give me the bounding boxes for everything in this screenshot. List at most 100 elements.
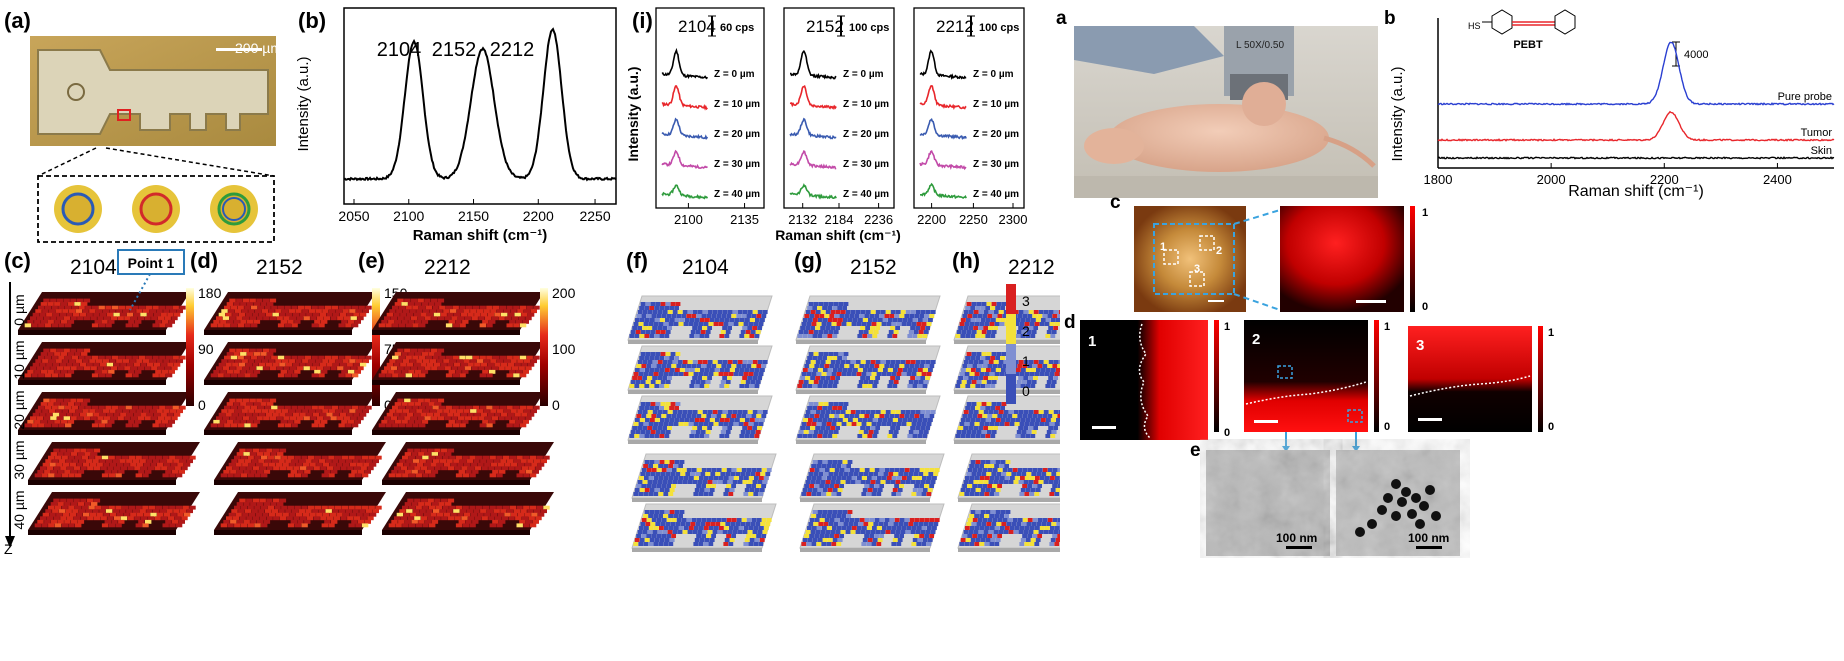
region-2: 2 [1216, 245, 1222, 257]
map-label: (c) [4, 248, 31, 273]
panel-i-depth-label: Z = 0 µm [843, 69, 884, 80]
panel-b-xtick: 2200 [523, 208, 554, 224]
panel-a-scalebar: 200 µm [235, 40, 282, 56]
panel-i-xlabel: Raman shift (cm⁻¹) [775, 227, 901, 243]
z-axis-label: Z [4, 541, 13, 557]
panel-i-scale: 60 cps [720, 22, 754, 34]
right-b-series-label: Skin [1811, 145, 1832, 157]
right-b-series-label: Pure probe [1778, 91, 1832, 103]
panel-i-xtick: 2100 [674, 212, 703, 227]
region-3: 3 [1194, 263, 1200, 275]
panel-i-depth-label: Z = 10 µm [714, 99, 760, 110]
panel-i-title: 2104 [678, 17, 716, 36]
right-panel-a-label: a [1056, 8, 1067, 29]
panel-b-xtick: 2100 [393, 208, 424, 224]
map-cbar-tick: 200 [552, 285, 576, 301]
right-panel-e-label: e [1190, 440, 1201, 461]
right-b-xtick: 2200 [1650, 172, 1679, 187]
class-cbar-tick: 1 [1022, 353, 1030, 369]
class-maps: (f) 2104 (g) 2152 (h) 2212 3 2 1 0 [626, 248, 1060, 552]
panel-b-ylabel: Intensity (a.u.) [295, 56, 312, 151]
point-1-label: Point 1 [128, 255, 175, 271]
map-title: 2104 [70, 256, 117, 279]
d1-cbar-min: 0 [1224, 427, 1230, 439]
panel-i-scale: 100 cps [849, 22, 889, 34]
panel-a-micrograph [30, 36, 276, 146]
right-b-scale: 4000 [1684, 49, 1708, 61]
e-scalebar-2: 100 nm [1408, 531, 1449, 545]
d-inset-2: 2 [1252, 331, 1260, 348]
panel-i-depth-label: Z = 20 µm [843, 129, 889, 140]
class-cbar-tick: 2 [1022, 323, 1030, 339]
class-map-title: 2152 [850, 256, 897, 279]
d3-cbar-max: 1 [1548, 327, 1554, 339]
panel-i-scale: 100 cps [979, 22, 1019, 34]
panel-b-peak-3: 2212 [490, 39, 535, 61]
d-inset-3: 3 [1416, 337, 1424, 354]
mouse-photo: L 50X/0.50 [1074, 26, 1378, 198]
panel-b-xlabel: Raman shift (cm⁻¹) [413, 227, 548, 244]
panel-i-ylabel: Intensity (a.u.) [628, 67, 641, 162]
panel-i-depth-label: Z = 10 µm [843, 99, 889, 110]
class-map-label: (g) [794, 248, 822, 273]
panel-i-label: (i) [632, 8, 653, 33]
z-depth-label: 10 µm [11, 340, 27, 379]
right-b-xtick: 1800 [1424, 172, 1453, 187]
right-panel-c-label: c [1110, 192, 1121, 213]
panel-b-spectrum: Intensity (a.u.) Raman shift (cm⁻¹) 2104… [295, 7, 617, 244]
lens-label: L 50X/0.50 [1236, 40, 1284, 51]
panel-i-xtick: 2184 [825, 212, 854, 227]
panel-i-xtick: 2132 [788, 212, 817, 227]
right-panel-d-label: d [1064, 312, 1076, 333]
panel-i-xtick: 2200 [917, 212, 946, 227]
panel-i-depth-spectra: Intensity (a.u.) 2104 60 cps Z = 0 µm Z = 1… [628, 7, 1028, 243]
right-b-xtick: 2000 [1537, 172, 1566, 187]
map-cbar-tick: 0 [198, 397, 206, 413]
class-cbar-tick: 0 [1022, 383, 1030, 399]
panel-i-xtick: 2250 [959, 212, 988, 227]
right-b-xtick: 2400 [1763, 172, 1792, 187]
c-cbar-max: 1 [1422, 207, 1428, 219]
map-cbar-tick: 0 [552, 397, 560, 413]
c-cbar-min: 0 [1422, 301, 1428, 313]
e-scalebar-1: 100 nm [1276, 531, 1317, 545]
panel-i-depth-label: Z = 0 µm [714, 69, 755, 80]
panel-i-depth-label: Z = 40 µm [714, 189, 760, 200]
right-b-xlabel: Raman shift (cm⁻¹) [1568, 183, 1704, 200]
d2-cbar-max: 1 [1384, 321, 1390, 333]
panel-b-peak-1: 2104 [377, 39, 422, 61]
molecule-label: PEBT [1513, 39, 1543, 51]
right-panel-e: 100 nm 100 nm [1206, 432, 1460, 556]
region-1: 1 [1160, 241, 1166, 253]
panel-b-xtick: 2150 [458, 208, 489, 224]
panel-i-xtick: 2300 [999, 212, 1028, 227]
panel-i-depth-label: Z = 30 µm [843, 159, 889, 170]
d1-cbar-max: 1 [1224, 321, 1230, 333]
panel-i-depth-label: Z = 40 µm [973, 189, 1019, 200]
panel-i-depth-label: Z = 30 µm [714, 159, 760, 170]
panel-a-label: (a) [4, 8, 31, 33]
right-panel-b-label: b [1384, 8, 1396, 29]
panel-b-peak-2: 2152 [432, 39, 477, 61]
d-inset-1: 1 [1088, 333, 1096, 350]
panel-i-title: 2212 [936, 17, 974, 36]
d2-cbar-min: 0 [1384, 421, 1390, 433]
d3-cbar-min: 0 [1548, 421, 1554, 433]
panel-i-depth-label: Z = 20 µm [973, 129, 1019, 140]
right-panel-d: 1 1 0 2 1 0 3 1 0 [1080, 320, 1554, 440]
panel-b-label: (b) [298, 8, 327, 33]
panel-i-depth-label: Z = 0 µm [973, 69, 1014, 80]
class-map-title: 2212 [1008, 256, 1055, 279]
panel-i-xtick: 2236 [864, 212, 893, 227]
right-panel-c: 1 2 3 1 0 [1134, 206, 1428, 313]
map-title: 2152 [256, 256, 303, 279]
thiol-label: HS [1468, 21, 1481, 31]
panel-b-xtick: 2050 [338, 208, 369, 224]
panel-i-xtick: 2135 [730, 212, 759, 227]
z-depth-label: 40 µm [11, 490, 27, 529]
class-map-label: (f) [626, 248, 648, 273]
intensity-maps: (c)2104180900(d)2152150750(e)22122001000… [4, 248, 576, 557]
panel-i-depth-label: Z = 20 µm [714, 129, 760, 140]
panel-i-title: 2152 [806, 17, 844, 36]
right-b-series-label: Tumor [1801, 127, 1833, 139]
